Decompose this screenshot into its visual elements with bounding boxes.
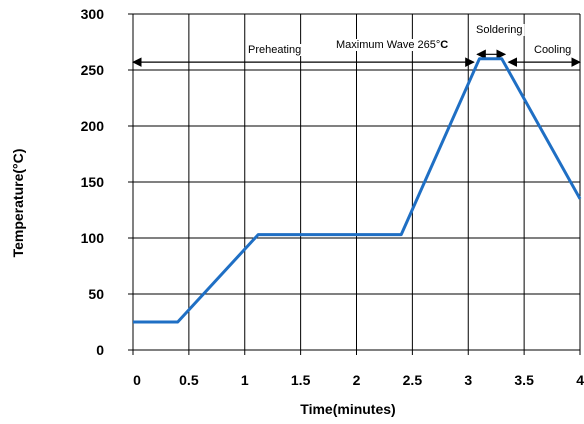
y-tick-label-150: 150 bbox=[81, 174, 105, 190]
x-tick-label-0.5: 0.5 bbox=[179, 372, 199, 388]
max-wave-annotation-background bbox=[334, 39, 451, 51]
y-tick-label-200: 200 bbox=[81, 118, 105, 134]
phase-arrows bbox=[132, 49, 581, 67]
series-line-0 bbox=[133, 57, 582, 324]
x-tick-label-1: 1 bbox=[241, 372, 249, 388]
y-axis-title: Temperature(°C) bbox=[10, 149, 26, 258]
y-tick-label-0: 0 bbox=[96, 342, 104, 358]
max-wave-unit: C bbox=[440, 39, 448, 51]
x-tick-labels: 0 0.5 1 1.5 2 2.5 3 3.5 4 bbox=[133, 372, 584, 388]
x-tick-label-3.5: 3.5 bbox=[514, 372, 534, 388]
y-tick-label-100: 100 bbox=[81, 230, 105, 246]
x-tick-label-0: 0 bbox=[133, 372, 141, 388]
x-tick-label-2: 2 bbox=[353, 372, 361, 388]
x-tick-label-2.5: 2.5 bbox=[403, 372, 423, 388]
max-wave-annotation: Maximum Wave 265°C bbox=[336, 39, 448, 51]
max-wave-label: Maximum Wave 265° bbox=[336, 39, 440, 51]
grid bbox=[133, 13, 581, 350]
soldering-label-background bbox=[474, 24, 525, 36]
y-tick-label-50: 50 bbox=[88, 286, 104, 302]
x-axis-title: Time(minutes) bbox=[300, 401, 395, 417]
soldering-label: Soldering bbox=[476, 24, 522, 36]
y-tick-labels: 0 50 100 150 200 250 300 bbox=[81, 6, 105, 358]
preheating-label: Preheating bbox=[248, 44, 301, 56]
data-series bbox=[133, 57, 582, 324]
axes bbox=[128, 13, 581, 355]
x-tick-label-4: 4 bbox=[576, 372, 584, 388]
y-tick-label-250: 250 bbox=[81, 62, 105, 78]
y-tick-label-300: 300 bbox=[81, 6, 105, 22]
preheating-label-background bbox=[246, 44, 304, 56]
x-tick-label-1.5: 1.5 bbox=[291, 372, 311, 388]
cooling-label: Cooling bbox=[534, 44, 571, 56]
x-tick-label-3: 3 bbox=[464, 372, 472, 388]
cooling-label-background bbox=[532, 44, 574, 56]
